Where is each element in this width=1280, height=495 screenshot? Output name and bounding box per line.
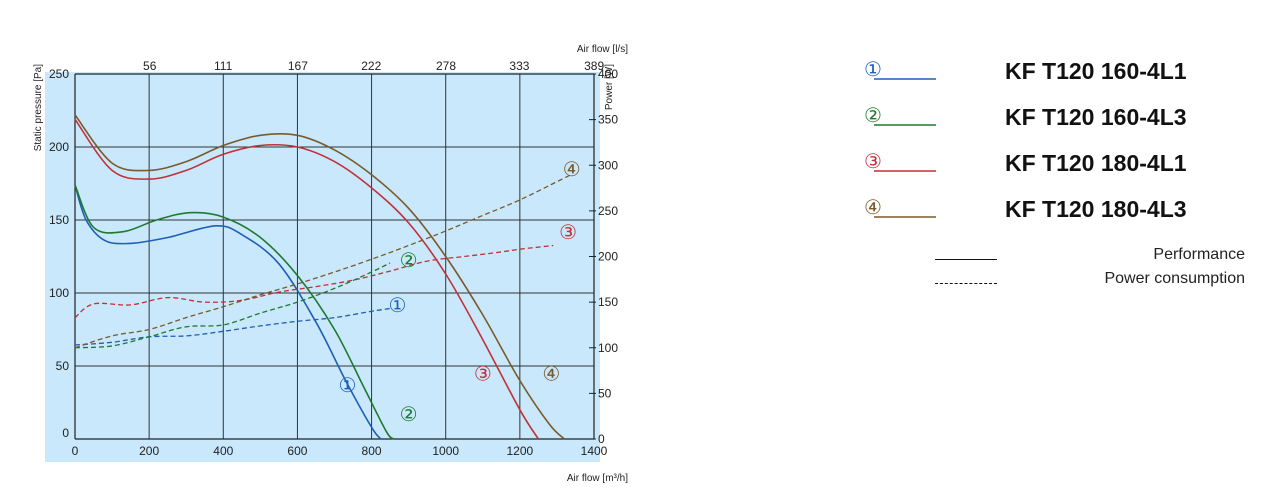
power-marker-1: ① (389, 293, 407, 317)
x-tick-label: 1400 (581, 444, 608, 458)
legend-item: ④ KF T120 180-4L3 (860, 194, 1250, 240)
legend-marker-glyph: ① (864, 57, 882, 81)
legend-marker-2: ② (864, 103, 936, 127)
line-style-legend: Performance Power consumption (935, 244, 1245, 292)
legend-marker-4: ④ (864, 195, 936, 219)
x2-tick-label: 278 (436, 59, 456, 73)
line-style-label: Power consumption (1104, 270, 1245, 287)
y2-axis-label: Power [W] (604, 64, 615, 110)
solid-line-sample (935, 259, 997, 260)
y-tick-label: 250 (49, 67, 69, 81)
chart: 0 200 400 600 800 1000 1200 1400050100150200250… (33, 44, 628, 484)
power-marker-4: ④ (563, 157, 581, 181)
x2-tick-label: 222 (361, 59, 381, 73)
y2-tick-label: 50 (598, 386, 612, 400)
legend-marker-glyph: ③ (864, 149, 882, 173)
legend-marker-3: ③ (864, 149, 936, 173)
legend-marker-glyph: ④ (864, 195, 882, 219)
y-tick-label: 150 (49, 213, 69, 227)
x-tick-label: 1000 (432, 444, 459, 458)
x-tick-label: 400 (213, 444, 233, 458)
x-tick-label: 800 (362, 444, 382, 458)
legend-marker-glyph: ② (864, 103, 882, 127)
y2-tick-label: 200 (598, 250, 618, 264)
y-tick-label: 100 (49, 286, 69, 300)
power-line-3 (74, 244, 554, 319)
power-line-2 (74, 262, 391, 349)
y-tick-label: 200 (49, 140, 69, 154)
performance-line-4 (74, 114, 565, 440)
y-tick-label: 0 (62, 426, 69, 440)
power-marker-2: ② (400, 248, 418, 272)
y2-tick-label: 100 (598, 341, 618, 355)
x2-tick-label: 333 (509, 59, 529, 73)
y2-tick-label: 150 (598, 295, 618, 309)
legend-label: KF T120 160-4L3 (1005, 104, 1187, 130)
x2-axis-label: Air flow [l/s] (577, 44, 628, 55)
performance-line-1 (74, 184, 382, 440)
line-style-performance: Performance (935, 244, 1245, 268)
y2-tick-label: 300 (598, 158, 618, 172)
x-tick-label: 600 (287, 444, 307, 458)
performance-marker-4: ④ (542, 361, 560, 385)
performance-marker-3: ③ (474, 361, 492, 385)
legend-marker-1: ① (864, 57, 936, 81)
legend-item: ② KF T120 160-4L3 (860, 102, 1250, 148)
y2-tick-label: 0 (598, 432, 605, 446)
legend-label: KF T120 160-4L1 (1005, 58, 1187, 84)
x2-tick-label: 389 (584, 59, 604, 73)
legend-item: ③ KF T120 180-4L1 (860, 148, 1250, 194)
legend: ① KF T120 160-4L1 ② KF T120 160-4L3 ③ KF… (860, 56, 1250, 240)
x2-tick-label: 111 (214, 59, 233, 73)
dashed-line-sample (935, 283, 997, 284)
power-line-4 (74, 173, 573, 349)
legend-label: KF T120 180-4L1 (1005, 150, 1187, 176)
x-tick-label: 0 (72, 444, 79, 458)
line-style-label: Performance (1153, 246, 1245, 263)
legend-label: KF T120 180-4L3 (1005, 196, 1187, 222)
x-axis-label: Air flow [m³/h] (567, 473, 628, 484)
performance-line-2 (74, 184, 395, 440)
line-style-power: Power consumption (935, 268, 1245, 292)
y-tick-label: 50 (56, 359, 70, 373)
x-tick-label: 200 (139, 444, 159, 458)
y-axis-label: Static pressure [Pa] (33, 64, 44, 151)
x2-tick-label: 167 (288, 59, 308, 73)
power-line-1 (74, 307, 391, 346)
y2-tick-label: 250 (598, 204, 618, 218)
x2-tick-label: 56 (143, 59, 157, 73)
performance-line-3 (74, 118, 540, 440)
performance-marker-1: ① (339, 373, 357, 397)
power-marker-3: ③ (559, 220, 577, 244)
legend-item: ① KF T120 160-4L1 (860, 56, 1250, 102)
x-tick-label: 1200 (507, 444, 534, 458)
y2-tick-label: 350 (598, 113, 618, 127)
y2-tick-label: 400 (598, 67, 618, 81)
plot-background (45, 72, 600, 462)
performance-marker-2: ② (400, 402, 418, 426)
